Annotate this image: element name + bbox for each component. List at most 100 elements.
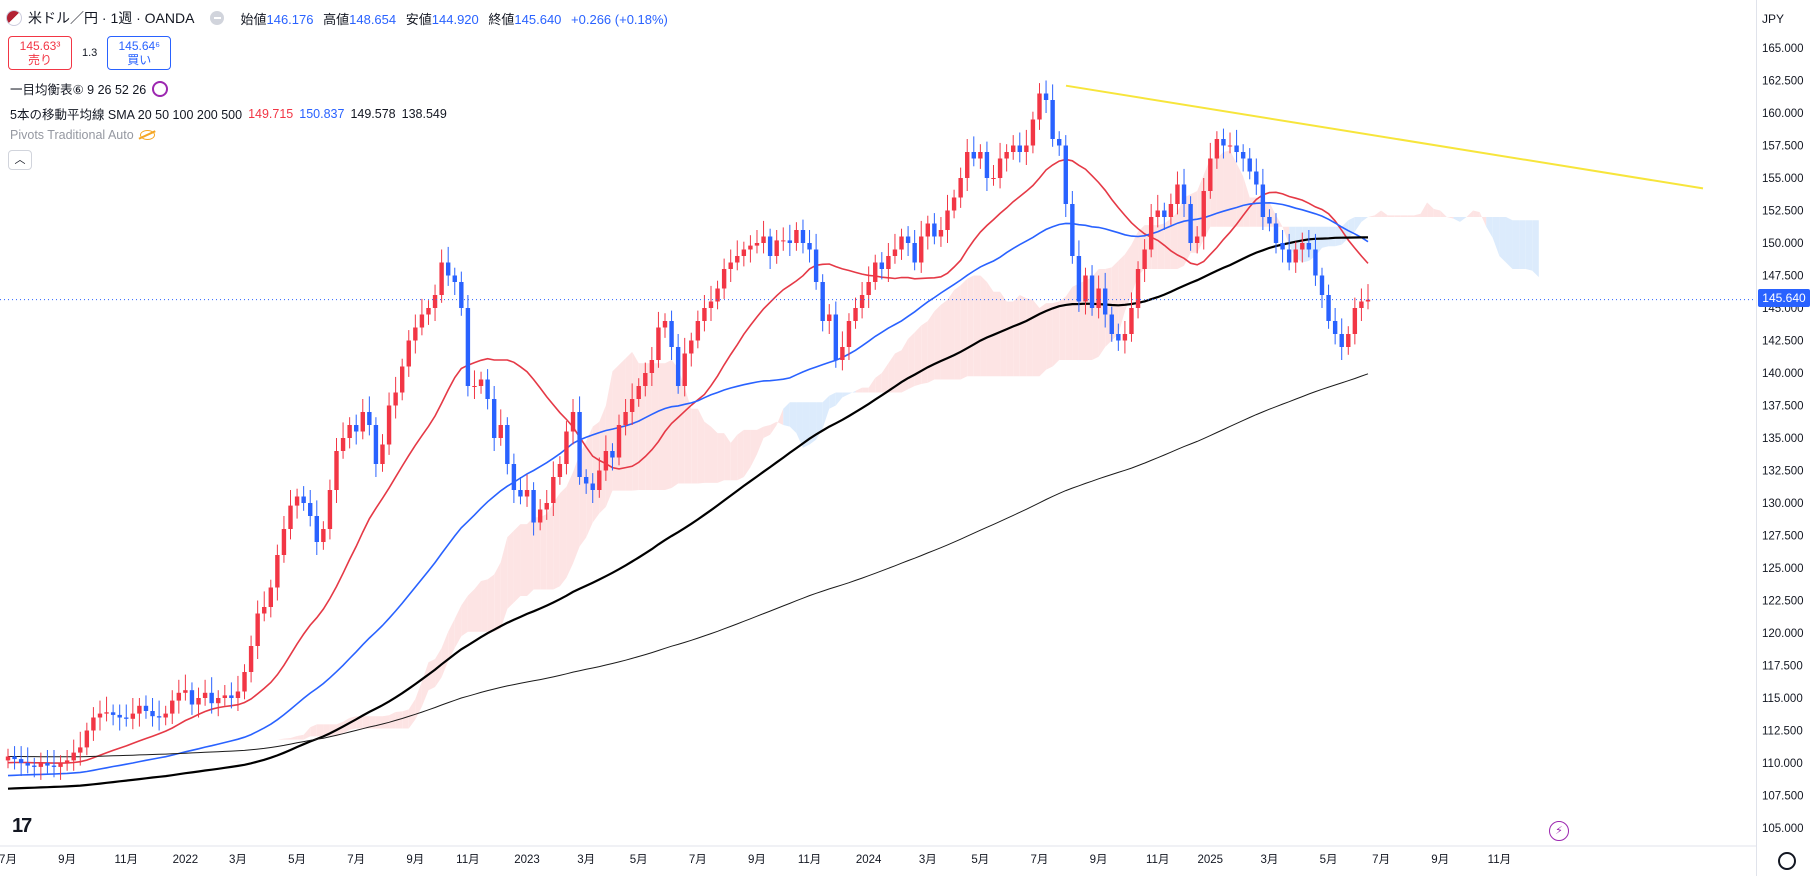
- y-tick-label: 120.000: [1762, 628, 1804, 640]
- cloud-segment: [1223, 150, 1231, 227]
- candle-body: [1135, 269, 1141, 308]
- gear-icon[interactable]: [1778, 852, 1796, 870]
- candle-body: [465, 308, 471, 386]
- candle-body: [64, 760, 70, 763]
- x-tick-label: 2022: [173, 854, 199, 866]
- x-tick-label: 11月: [798, 854, 821, 866]
- cloud-segment: [1473, 210, 1480, 217]
- x-tick-label: 7月: [0, 854, 17, 866]
- ma-value-4: 138.549: [401, 106, 447, 121]
- candle-body: [643, 373, 648, 386]
- cloud-segment: [283, 737, 291, 740]
- cloud-segment: [809, 402, 817, 445]
- cloud-segment: [1348, 217, 1355, 239]
- candle-body: [925, 223, 930, 237]
- pivots-legend[interactable]: Pivots Traditional Auto: [10, 128, 155, 142]
- candle-body: [1057, 139, 1062, 146]
- candle-body: [1208, 158, 1213, 191]
- price-axis[interactable]: [1756, 0, 1816, 876]
- candle-body: [1346, 334, 1351, 347]
- sma50-line: [7, 201, 1369, 777]
- candle-body: [807, 243, 812, 250]
- cloud-segment: [967, 275, 974, 377]
- candle-body: [715, 288, 720, 302]
- candle-body: [597, 470, 602, 490]
- candle-body: [472, 386, 477, 387]
- cloud-segment: [743, 429, 751, 477]
- cloud-segment: [1000, 291, 1007, 377]
- tradingview-logo[interactable]: 17: [12, 815, 32, 837]
- candle-body: [229, 695, 234, 698]
- cloud-segment: [559, 486, 567, 587]
- cloud-segment: [1486, 217, 1493, 239]
- cloud-segment: [402, 709, 409, 729]
- cloud-segment: [1322, 226, 1329, 248]
- cloud-segment: [678, 368, 685, 484]
- candle-body: [1043, 93, 1049, 100]
- x-tick-label: 5月: [288, 854, 306, 866]
- cloud-segment: [927, 311, 935, 383]
- candle-body: [354, 425, 359, 432]
- low-label: 安値: [405, 11, 432, 27]
- candle-body: [879, 262, 885, 269]
- y-tick-label: 162.500: [1762, 76, 1804, 88]
- candle-body: [71, 752, 76, 761]
- x-tick-label: 3月: [577, 854, 595, 866]
- open-value: 146.176: [266, 11, 314, 27]
- bolt-icon[interactable]: ⚡: [1549, 821, 1569, 841]
- collapse-dot-icon[interactable]: [210, 11, 225, 25]
- change-value: +0.266 (+0.18%): [571, 11, 668, 27]
- candle-body: [689, 340, 694, 354]
- cloud-segment: [1039, 303, 1047, 377]
- candle-body: [505, 425, 510, 464]
- candle-body: [1332, 321, 1338, 334]
- candle-body: [978, 152, 983, 159]
- y-tick-label: 155.000: [1762, 173, 1804, 185]
- us-japan-flag-icon: [6, 10, 22, 26]
- buy-button[interactable]: 145.64⁶ 買い: [107, 36, 172, 70]
- ichimoku-legend[interactable]: 一目均衡表⑥ 9 26 52 26: [10, 79, 169, 98]
- cloud-segment: [507, 530, 514, 609]
- candle-body: [1326, 295, 1331, 321]
- cloud-segment: [264, 740, 271, 743]
- candle-body: [491, 399, 497, 438]
- currency-label[interactable]: JPY: [1762, 12, 1785, 26]
- sell-button[interactable]: 145.63³ 売り: [8, 36, 72, 70]
- x-tick-label: 9月: [1090, 854, 1108, 866]
- candle-body: [432, 295, 438, 308]
- cycle-icon[interactable]: [152, 80, 169, 97]
- candle-body: [1352, 308, 1358, 334]
- candle-body: [104, 712, 109, 714]
- cloud-segment: [389, 711, 396, 729]
- candle-body: [912, 243, 917, 263]
- cloud-segment: [185, 757, 192, 760]
- cloud-segment: [461, 595, 468, 637]
- candle-body: [51, 765, 57, 767]
- candle-body: [833, 314, 839, 360]
- candle-body: [1365, 299, 1371, 302]
- symbol-title[interactable]: 米ドル／円 · 1週 · OANDA: [28, 10, 195, 26]
- candle-body: [170, 700, 175, 714]
- x-tick-label: 7月: [1031, 854, 1049, 866]
- candle-body: [91, 717, 96, 731]
- candle-body: [143, 705, 149, 711]
- candle-body: [189, 690, 195, 705]
- cloud-segment: [441, 631, 449, 678]
- hidden-eye-icon[interactable]: [139, 130, 155, 140]
- candle-body: [255, 613, 260, 646]
- candle-body: [156, 716, 162, 718]
- candle-body: [636, 386, 641, 399]
- trendline[interactable]: [0, 84, 1756, 301]
- cloud-segment: [671, 360, 679, 489]
- cloud-segment: [1236, 163, 1244, 227]
- candle-body: [202, 692, 208, 698]
- candle-body: [741, 249, 747, 256]
- collapse-legend-button[interactable]: ︿: [8, 150, 32, 170]
- ma-legend[interactable]: 5本の移動平均線 SMA 20 50 100 200 500 149.715 1…: [10, 104, 447, 123]
- candle-body: [662, 321, 668, 328]
- candle-body: [800, 230, 806, 243]
- candle-body: [866, 282, 871, 295]
- cloud-segment: [520, 524, 528, 596]
- x-tick-label: 11月: [1146, 854, 1169, 866]
